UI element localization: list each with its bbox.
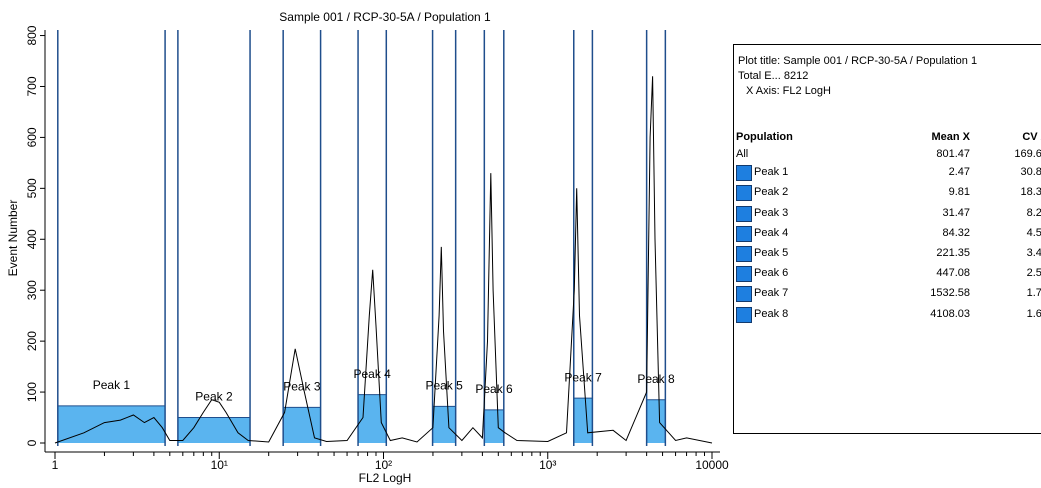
plot-title-line: Plot title: Sample 001 / RCP-30-5A / Pop…: [738, 55, 978, 67]
column-header: CV X: [1022, 131, 1041, 143]
stat-value: 9.81: [948, 186, 970, 199]
population-swatch: [736, 165, 752, 182]
population-name: Peak 5: [754, 247, 789, 259]
gate-fill: [484, 409, 504, 443]
y-tick-label: 400: [25, 229, 39, 249]
population-swatch: [736, 246, 752, 262]
population-name: Peak 6: [754, 267, 789, 280]
total-line: Total E... 8212: [738, 70, 809, 82]
stat-value: 4.59: [1026, 226, 1041, 239]
x-tick-label: 10000: [695, 458, 729, 472]
population-swatch: [736, 205, 752, 222]
gate-fill: [432, 406, 456, 443]
stat-value: 8.20: [1026, 206, 1041, 219]
column-header: Mean X: [931, 131, 970, 143]
stat-value: 801.47: [936, 148, 970, 160]
population-swatch: [736, 185, 752, 202]
gate-label: Peak 5: [425, 379, 463, 393]
y-tick-label: 700: [25, 76, 39, 96]
stat-value: 31.47: [942, 206, 970, 219]
stat-value: 3.42: [1026, 247, 1041, 259]
gate-label: Peak 4: [353, 367, 391, 381]
x-tick-label: 10¹: [211, 458, 228, 472]
y-tick-label: 0: [25, 439, 39, 446]
axis-line: X Axis: FL2 LogH: [746, 85, 831, 97]
y-tick-label: 200: [25, 331, 39, 351]
y-tick-label: 800: [25, 25, 39, 45]
stat-value: 30.89: [1020, 166, 1041, 179]
y-tick-label: 500: [25, 178, 39, 198]
y-tick-label: 300: [25, 280, 39, 300]
y-tick-label: 600: [25, 127, 39, 147]
population-swatch: [736, 286, 752, 303]
x-tick-label: 10³: [539, 458, 556, 472]
gate-label: Peak 8: [637, 372, 675, 386]
chart-title: Sample 001 / RCP-30-5A / Population 1: [279, 10, 491, 24]
stat-value: 1.61: [1026, 307, 1041, 320]
x-tick-label: 1: [52, 458, 59, 472]
gate-fill: [57, 405, 166, 443]
gate-fill: [177, 417, 251, 443]
gate-fill: [573, 398, 593, 443]
population-name: Peak 2: [754, 186, 789, 199]
x-tick-label: 10²: [375, 458, 392, 472]
stat-value: 84.32: [942, 226, 970, 239]
stat-value: 18.36: [1020, 186, 1041, 199]
population-name: Peak 4: [754, 226, 789, 239]
chart: Sample 001 / RCP-30-5A / Population 1 FL…: [6, 10, 729, 485]
gate-label: Peak 1: [93, 378, 131, 392]
y-axis-label: Event Number: [6, 200, 20, 277]
stat-value: 1532.58: [930, 287, 970, 300]
gate-fill: [646, 399, 666, 443]
population-name: Peak 7: [754, 287, 789, 300]
column-header: Population: [736, 131, 793, 143]
y-tick-label: 100: [25, 382, 39, 402]
gate-label: Peak 3: [283, 380, 321, 394]
population-name: Peak 8: [754, 307, 789, 320]
population-name: Peak 3: [754, 206, 789, 219]
stat-value: 1.79: [1026, 287, 1041, 300]
gate-label: Peak 6: [475, 382, 513, 396]
stat-value: 2.53: [1026, 267, 1041, 280]
population-swatch: [736, 266, 752, 283]
population-swatch: [736, 225, 752, 242]
stat-value: 4108.03: [930, 307, 970, 320]
histogram-line: [54, 76, 713, 444]
population-name: All: [736, 148, 749, 160]
x-axis-label: FL2 LogH: [359, 471, 412, 485]
gate-label: Peak 2: [195, 390, 233, 404]
stat-value: 447.08: [936, 267, 970, 280]
stat-value: 221.35: [936, 247, 970, 259]
stat-value: 169.68: [1014, 148, 1041, 160]
stats-panel: Plot title: Sample 001 / RCP-30-5A / Pop…: [733, 44, 1041, 434]
stat-value: 2.47: [948, 166, 970, 179]
population-swatch: [736, 306, 752, 323]
gate-label: Peak 7: [564, 370, 602, 384]
population-name: Peak 1: [754, 166, 789, 179]
